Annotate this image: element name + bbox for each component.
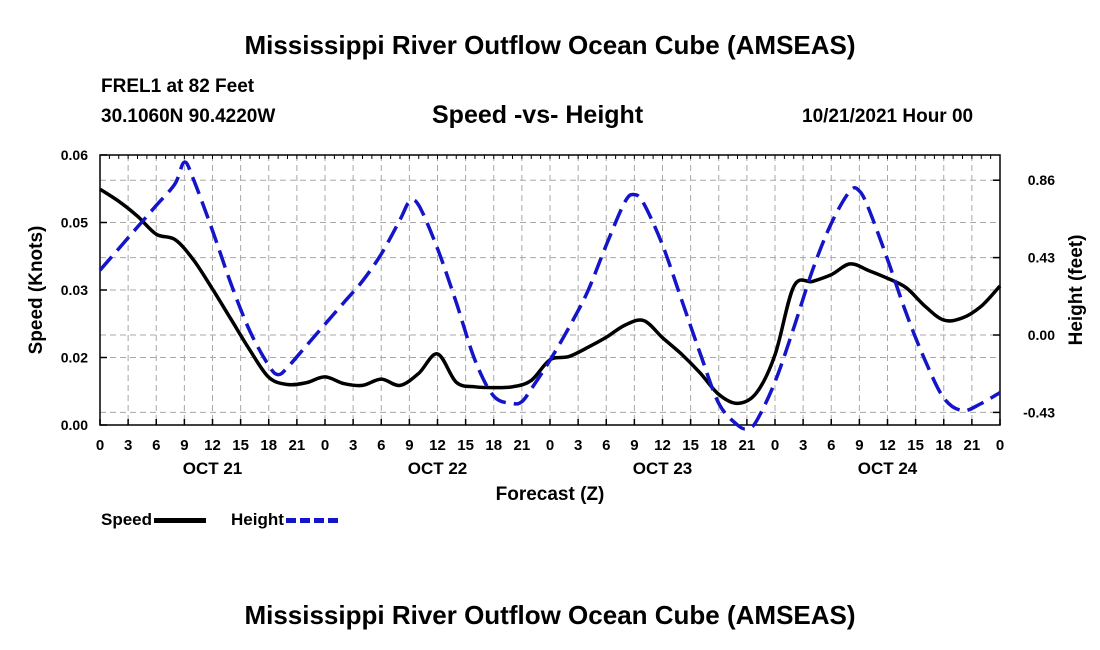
x-tick-label: 3 — [349, 437, 357, 454]
y-tick-label: 0.00 — [61, 417, 88, 433]
x-tick-label: 0 — [996, 437, 1004, 454]
x-axis-label: Forecast (Z) — [496, 484, 605, 505]
x-tick-label: 6 — [827, 437, 835, 454]
legend-speed-label: Speed — [101, 510, 153, 529]
x-day-label: OCT 21 — [183, 459, 243, 478]
x-tick-label: 3 — [124, 437, 132, 454]
y2-axis-label: Height (feet) — [1066, 235, 1087, 346]
x-tick-label: 15 — [907, 437, 924, 454]
y2-tick-label: 0.00 — [1028, 327, 1055, 343]
main-title: Mississippi River Outflow Ocean Cube (AM… — [244, 30, 856, 60]
legend-height-label: Height — [231, 510, 284, 529]
x-tick-label: 21 — [514, 437, 531, 454]
x-tick-label: 9 — [630, 437, 638, 454]
y2-tick-label: -0.43 — [1023, 404, 1055, 420]
y-tick-label: 0.06 — [61, 147, 88, 163]
x-tick-label: 9 — [855, 437, 863, 454]
y-axis-label: Speed (Knots) — [26, 226, 47, 355]
x-tick-label: 0 — [546, 437, 554, 454]
x-tick-label: 6 — [152, 437, 160, 454]
x-tick-label: 6 — [377, 437, 385, 454]
x-tick-label: 15 — [457, 437, 474, 454]
x-tick-label: 18 — [485, 437, 502, 454]
x-tick-label: 0 — [96, 437, 104, 454]
x-tick-label: 21 — [964, 437, 981, 454]
y-tick-label: 0.02 — [61, 350, 88, 366]
x-tick-label: 18 — [260, 437, 277, 454]
legend-speed: Speed — [101, 510, 207, 530]
forecast-datetime: 10/21/2021 Hour 00 — [802, 106, 974, 127]
legend-speed-swatch — [154, 517, 207, 523]
x-tick-label: 3 — [574, 437, 582, 454]
x-day-label: OCT 23 — [633, 459, 693, 478]
x-tick-label: 18 — [710, 437, 727, 454]
x-tick-label: 9 — [180, 437, 188, 454]
x-tick-label: 21 — [289, 437, 306, 454]
x-tick-label: 12 — [654, 437, 671, 454]
x-tick-label: 6 — [602, 437, 610, 454]
x-tick-label: 15 — [232, 437, 249, 454]
station-label: FREL1 at 82 Feet — [101, 76, 255, 97]
coordinates-label: 30.1060N 90.4220W — [101, 106, 276, 127]
x-day-label: OCT 22 — [408, 459, 468, 478]
y-tick-label: 0.05 — [61, 215, 88, 231]
x-tick-label: 0 — [321, 437, 329, 454]
x-day-label: OCT 24 — [858, 459, 918, 478]
y2-tick-label: 0.86 — [1028, 172, 1055, 188]
x-tick-label: 15 — [682, 437, 699, 454]
x-tick-label: 9 — [405, 437, 413, 454]
chart-subtitle: Speed -vs- Height — [432, 101, 644, 129]
x-tick-label: 3 — [799, 437, 807, 454]
x-tick-label: 12 — [429, 437, 446, 454]
x-tick-label: 0 — [771, 437, 779, 454]
legend-height: Height — [231, 510, 338, 530]
x-tick-label: 18 — [935, 437, 952, 454]
footer-title: Mississippi River Outflow Ocean Cube (AM… — [244, 600, 856, 630]
y-tick-label: 0.03 — [61, 282, 88, 298]
legend-height-swatch — [285, 517, 338, 523]
height-series-line — [98, 160, 1001, 431]
x-tick-label: 12 — [879, 437, 896, 454]
y2-tick-label: 0.43 — [1028, 250, 1055, 266]
x-tick-label: 12 — [204, 437, 221, 454]
x-tick-label: 21 — [739, 437, 756, 454]
